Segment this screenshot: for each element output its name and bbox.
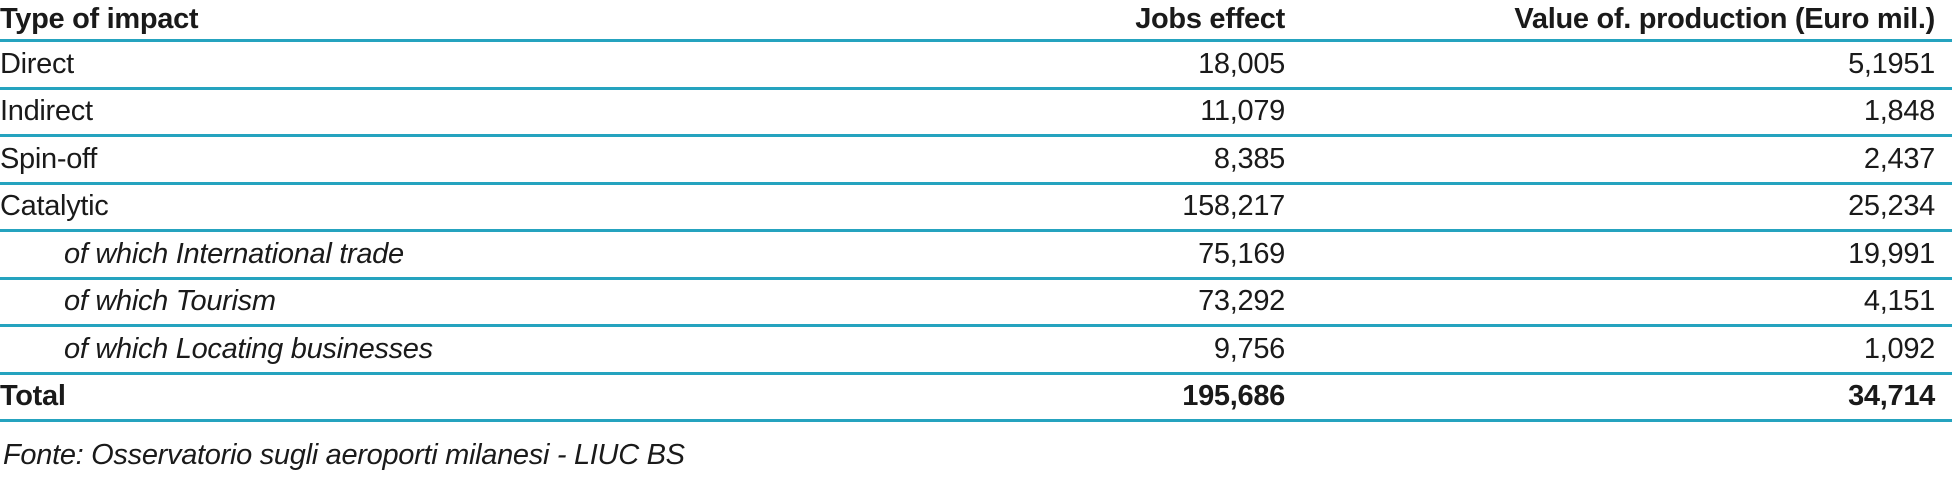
header-row: Type of impact Jobs effect Value of. pro… (0, 0, 1952, 42)
table-row-international-trade: of which International trade 75,169 19,9… (0, 230, 1952, 280)
production-value: 1,092 (1285, 325, 1952, 375)
production-value: 4,151 (1285, 278, 1952, 327)
table-row-total: Total 195,686 34,714 (0, 373, 1952, 422)
table-row-tourism: of which Tourism 73,292 4,151 (0, 278, 1952, 327)
jobs-effect-value: 18,005 (900, 40, 1285, 90)
impact-table: Type of impact Jobs effect Value of. pro… (0, 0, 1952, 422)
jobs-effect-value: 9,756 (900, 325, 1285, 375)
table-row-catalytic: Catalytic 158,217 25,234 (0, 183, 1952, 232)
row-label: of which Locating businesses (0, 325, 900, 375)
table-row-spin-off: Spin-off 8,385 2,437 (0, 135, 1952, 185)
row-label: of which International trade (0, 230, 900, 280)
production-value: 19,991 (1285, 230, 1952, 280)
production-value: 25,234 (1285, 183, 1952, 232)
column-header-type-of-impact: Type of impact (0, 0, 900, 42)
row-label: Spin-off (0, 135, 900, 185)
production-value: 34,714 (1285, 373, 1952, 422)
row-label: Catalytic (0, 183, 900, 232)
row-label: Direct (0, 40, 900, 90)
production-value: 5,1951 (1285, 40, 1952, 90)
jobs-effect-value: 195,686 (900, 373, 1285, 422)
table-row-locating-businesses: of which Locating businesses 9,756 1,092 (0, 325, 1952, 375)
table-row-direct: Direct 18,005 5,1951 (0, 40, 1952, 90)
source-note: Fonte: Osservatorio sugli aeroporti mila… (3, 439, 685, 471)
jobs-effect-value: 75,169 (900, 230, 1285, 280)
jobs-effect-value: 8,385 (900, 135, 1285, 185)
row-label: Indirect (0, 88, 900, 137)
row-label: Total (0, 373, 900, 422)
column-header-value-of-production: Value of. production (Euro mil.) (1285, 0, 1952, 42)
jobs-effect-value: 158,217 (900, 183, 1285, 232)
jobs-effect-value: 73,292 (900, 278, 1285, 327)
production-value: 2,437 (1285, 135, 1952, 185)
production-value: 1,848 (1285, 88, 1952, 137)
row-label: of which Tourism (0, 278, 900, 327)
jobs-effect-value: 11,079 (900, 88, 1285, 137)
table-row-indirect: Indirect 11,079 1,848 (0, 88, 1952, 137)
column-header-jobs-effect: Jobs effect (900, 0, 1285, 42)
